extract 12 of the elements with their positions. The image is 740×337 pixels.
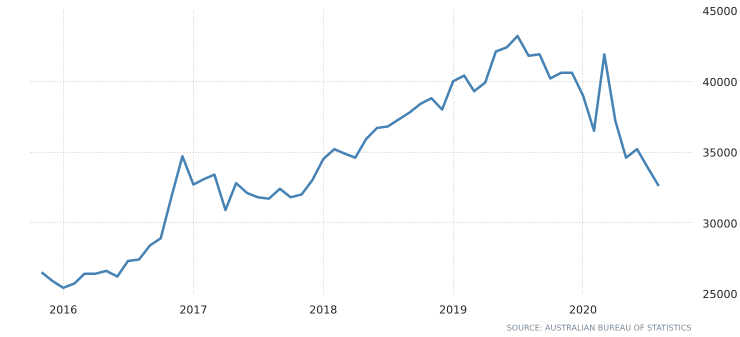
x-tick-label: 2020 xyxy=(568,304,597,316)
y-tick-label: 35000 xyxy=(702,146,738,160)
y-tick-label: 45000 xyxy=(702,5,738,18)
x-tick-label: 2019 xyxy=(439,304,468,316)
y-tick-label: 30000 xyxy=(702,217,738,230)
x-tick-label: 2017 xyxy=(179,304,208,316)
source-note: SOURCE: AUSTRALIAN BUREAU OF STATISTICS xyxy=(506,324,692,332)
y-tick-label: 40000 xyxy=(702,76,738,89)
x-tick-label: 2016 xyxy=(49,304,78,316)
x-tick-label: 2018 xyxy=(309,304,338,316)
line-series xyxy=(40,34,660,290)
y-tick-label: 25000 xyxy=(702,288,738,301)
